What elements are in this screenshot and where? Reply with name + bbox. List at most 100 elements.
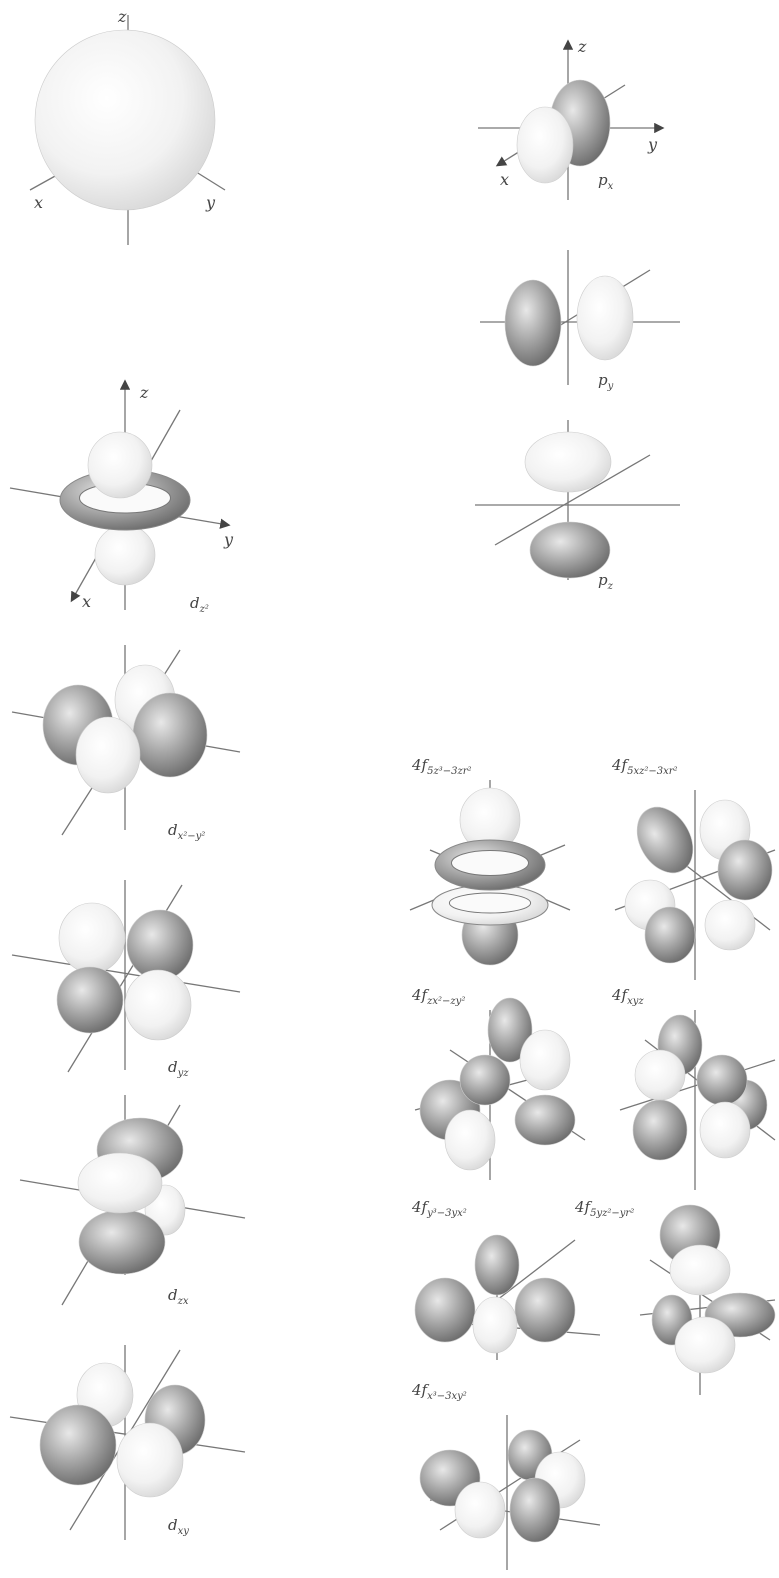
label-sub: xyz [627, 996, 644, 1007]
label-sub: x²−y² [178, 831, 206, 842]
dark-lobe [79, 1210, 165, 1274]
light-lobe [517, 107, 573, 183]
orbital-panel: dx²−y² [12, 645, 240, 842]
label-sub: zx [177, 1296, 189, 1307]
dark-lobe [127, 910, 193, 980]
orbital-panel: dzx [20, 1095, 245, 1307]
axis-label: z [117, 7, 127, 26]
label-sub: z² [199, 604, 209, 615]
axis-label: x [500, 170, 509, 189]
dark-lobe [57, 967, 123, 1033]
orbital-label: 4fx³−3xy² [411, 1381, 467, 1402]
light-lobe [95, 525, 155, 585]
dark-lobe [515, 1095, 575, 1145]
axis-label: z [139, 383, 149, 402]
orbital-label: py [598, 371, 614, 392]
dark-lobe [415, 1278, 475, 1342]
torus-hole [449, 893, 530, 913]
axis-label: z [577, 37, 587, 56]
label-main: p [598, 371, 608, 389]
label-sub: x [608, 181, 614, 192]
label-main: d [168, 1286, 178, 1304]
light-lobe [455, 1482, 505, 1538]
light-lobe [520, 1030, 570, 1090]
label-main: d [168, 821, 178, 839]
orbital-label: px [598, 171, 614, 192]
orbital-panel: z x y [30, 7, 225, 245]
dark-lobe [697, 1055, 747, 1105]
label-main: p [598, 571, 608, 589]
dark-lobe [40, 1405, 116, 1485]
orbital-label: dzx [168, 1286, 189, 1307]
label-sub: y³−3yx² [426, 1208, 467, 1219]
axis-label: y [223, 530, 234, 549]
dark-lobe [475, 1235, 519, 1295]
dark-lobe [530, 522, 610, 578]
axis-line [210, 522, 228, 525]
dark-lobe [645, 907, 695, 963]
orbital-panel: py [480, 250, 680, 392]
light-lobe [705, 900, 755, 950]
light-lobe [88, 432, 152, 498]
light-lobe [670, 1245, 730, 1295]
orbital-panel: 4fx³−3xy² [411, 1381, 600, 1570]
light-lobe [577, 276, 633, 360]
light-lobe [445, 1110, 495, 1170]
light-lobe [700, 1102, 750, 1158]
orbital-label: 4f5z³−3zr² [411, 756, 472, 777]
light-lobe [125, 970, 191, 1040]
orbital-label: pz [598, 571, 614, 592]
light-lobe [525, 432, 611, 492]
orbital-label: dyz [168, 1058, 189, 1079]
label-main: d [168, 1058, 178, 1076]
label-sub: z [607, 581, 614, 592]
orbital-panel: pz [475, 420, 680, 592]
orbital-panel: 4f5xz²−3xr² [611, 756, 775, 980]
orbital-label: dxy [168, 1516, 189, 1537]
light-lobe [59, 903, 125, 973]
orbital-panel: 4f5z³−3zr² [410, 756, 570, 965]
orbital-panel: zyxpx [478, 37, 662, 200]
label-sub: 5xz²−3xr² [627, 766, 677, 777]
dark-lobe [633, 1100, 687, 1160]
orbital-label: 4fxyz [611, 986, 644, 1007]
orbital-panel: 4fxyz [611, 986, 775, 1190]
axis-label: x [34, 193, 43, 212]
light-lobe [675, 1317, 735, 1373]
light-lobe [76, 717, 140, 793]
dark-lobe [460, 1055, 510, 1105]
label-main: d [168, 1516, 178, 1534]
light-lobe [35, 30, 215, 210]
label-sub: 5yz²−yr² [590, 1208, 634, 1219]
light-lobe [117, 1423, 183, 1497]
torus-hole [452, 851, 529, 876]
dark-lobe [133, 693, 207, 777]
orbital-label: 4f5xz²−3xr² [611, 756, 678, 777]
light-lobe [635, 1050, 685, 1100]
axis-line [12, 955, 240, 992]
orbital-diagram: zxyzyxpxpypzzyxdz²dx²−y²dyzdzxdxy4f5z³−3… [0, 0, 779, 1578]
label-sub: yz [177, 1068, 190, 1079]
orbital-label: 4f5yz²−yr² [574, 1198, 634, 1219]
dark-lobe [510, 1478, 560, 1542]
orbital-panel: 4fzx²−zy² [411, 986, 585, 1180]
dark-lobe [515, 1278, 575, 1342]
light-lobe [78, 1153, 162, 1213]
label-sub: 5z³−3zr² [427, 766, 471, 777]
label-main: p [598, 171, 608, 189]
orbital-label: 4fzx²−zy² [411, 986, 465, 1007]
axis-label: x [82, 592, 91, 611]
dark-lobe [718, 840, 772, 900]
orbital-panel: dxy [10, 1345, 245, 1540]
label-sub: xy [178, 1526, 190, 1537]
orbital-panel: 4fy³−3yx² [411, 1198, 600, 1360]
light-lobe [473, 1297, 517, 1353]
orbital-panel: dyz [12, 880, 240, 1079]
axis-label: y [205, 193, 216, 212]
axis-label: y [647, 135, 658, 154]
dark-lobe [505, 280, 561, 366]
orbital-label: 4fy³−3yx² [411, 1198, 467, 1219]
label-sub: x³−3xy² [427, 1391, 467, 1402]
orbital-label: dx²−y² [168, 821, 205, 842]
